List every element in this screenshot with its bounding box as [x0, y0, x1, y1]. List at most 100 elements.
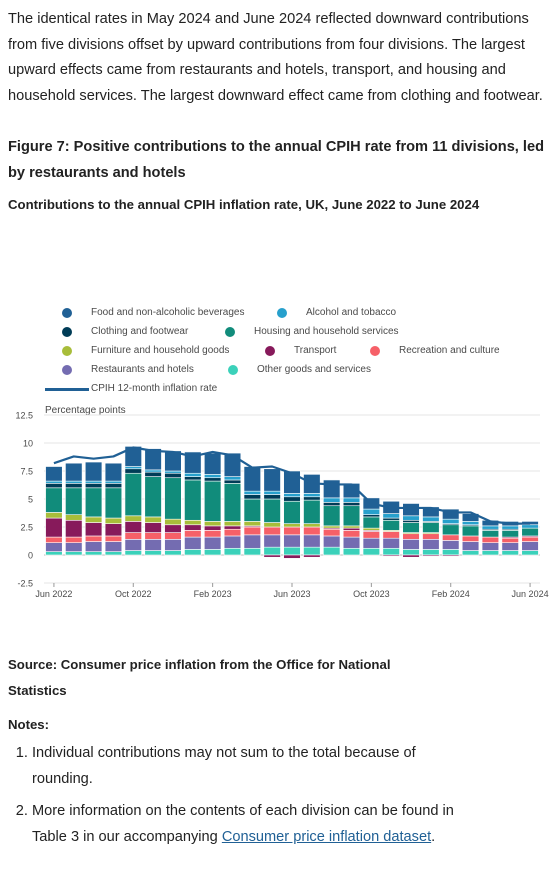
bar-segment: [184, 530, 202, 538]
bar-segment: [422, 522, 440, 533]
bar-segment: [104, 523, 123, 537]
bar-segment: [362, 537, 380, 549]
bar-segment: [124, 550, 142, 556]
bar-segment: [184, 524, 202, 531]
bar-segment: [521, 541, 539, 551]
bar-segment: [84, 541, 103, 552]
legend-label-furniture: Furniture and household goods: [91, 345, 230, 356]
bar-segment: [45, 551, 63, 556]
bar-segment: [184, 549, 202, 556]
bar-segment: [323, 502, 341, 507]
bar-segment: [84, 461, 103, 482]
bar-segment: [501, 530, 519, 538]
bar-segment: [65, 462, 83, 482]
bar-segment: [223, 483, 242, 522]
bar-segment: [124, 521, 142, 533]
bar-segment: [124, 539, 142, 551]
bar-segment: [184, 536, 202, 550]
bar-segment: [342, 527, 361, 531]
legend-label-recreation: Recreation and culture: [399, 345, 500, 356]
bar-segment: [104, 462, 123, 482]
bar-segment: [45, 483, 63, 489]
bar-segment: [263, 498, 281, 523]
bar-segment: [342, 547, 361, 556]
note-text: More information on the contents of each…: [32, 803, 454, 845]
bar-segment: [342, 536, 361, 549]
bar-segment: [164, 472, 182, 479]
bar-segment: [283, 526, 301, 536]
bar-segment: [481, 530, 500, 538]
bar-segment: [263, 494, 281, 500]
y-tick-label: -2.5: [17, 579, 33, 589]
bar-segment: [303, 526, 321, 536]
bar-segment: [303, 554, 321, 558]
bar-segment: [442, 540, 460, 550]
notes-list: Individual contributions may not sum to …: [8, 740, 462, 856]
bar-segment: [65, 551, 83, 556]
bar-segment: [144, 539, 162, 551]
legend-swatch-clothing: [62, 327, 72, 337]
bar-segment: [382, 537, 400, 549]
legend-label-restaurants: Restaurants and hotels: [91, 364, 194, 375]
bar-segment: [323, 528, 341, 537]
bar-segment: [303, 534, 321, 548]
note-text-end: .: [431, 829, 436, 845]
bar-segment: [283, 546, 301, 556]
bar-segment: [65, 536, 83, 543]
bar-segment: [402, 549, 420, 556]
bar-segment: [362, 527, 380, 531]
bar-segment: [104, 487, 123, 519]
bar-segment: [422, 516, 440, 522]
bar-segment: [263, 468, 281, 492]
bar-segment: [164, 450, 182, 472]
bar-segment: [84, 522, 103, 537]
bar-segment: [402, 539, 420, 550]
bar-segment: [402, 519, 420, 523]
bar-segment: [382, 554, 400, 557]
bar-segment: [422, 539, 440, 550]
bar-segment: [382, 513, 400, 519]
bar-segment: [323, 546, 341, 556]
x-tick-label: Feb 2023: [194, 589, 232, 599]
y-tick-label: 2.5: [20, 523, 33, 533]
bar-segment: [481, 536, 500, 543]
bar-segment: [184, 451, 202, 474]
bar-segment: [104, 541, 123, 552]
bar-segment: [65, 480, 83, 484]
legend-label-transport: Transport: [294, 345, 337, 356]
bar-segment: [382, 517, 400, 521]
dataset-link[interactable]: Consumer price inflation dataset: [221, 829, 432, 845]
bar-segment: [84, 483, 103, 489]
bar-segment: [104, 483, 123, 489]
bar-segment: [243, 534, 261, 549]
bar-segment: [283, 493, 301, 498]
bar-segment: [144, 550, 162, 556]
notes-heading: Notes:: [8, 717, 50, 732]
note-text: Individual contributions may not sum to …: [32, 745, 416, 787]
bar-segment: [84, 480, 103, 484]
intro-paragraph: The identical rates in May 2024 and June…: [8, 11, 543, 104]
bar-segment: [65, 514, 83, 521]
legend-swatch-furniture: [62, 346, 72, 356]
bar-segment: [263, 522, 281, 528]
bar-segment: [521, 536, 539, 542]
bar-segment: [223, 535, 242, 549]
bar-segment: [243, 526, 261, 536]
cpih-line: [53, 446, 531, 525]
bar-segment: [263, 526, 281, 536]
bar-segment: [65, 483, 83, 489]
bar-segment: [342, 525, 361, 529]
bar-segment: [442, 554, 460, 557]
legend-swatch-transport: [265, 346, 275, 356]
bar-segment: [144, 516, 162, 523]
bar-segment: [223, 528, 242, 537]
bar-segment: [481, 525, 500, 530]
y-tick-label: 10: [23, 439, 33, 449]
y-tick-label: 5: [28, 495, 33, 505]
bar-segment: [164, 539, 182, 551]
bar-segment: [164, 477, 182, 520]
bar-segment: [124, 532, 142, 540]
bar-segment: [144, 471, 162, 477]
bar-segment: [283, 500, 301, 524]
x-tick-label: Oct 2023: [353, 589, 390, 599]
